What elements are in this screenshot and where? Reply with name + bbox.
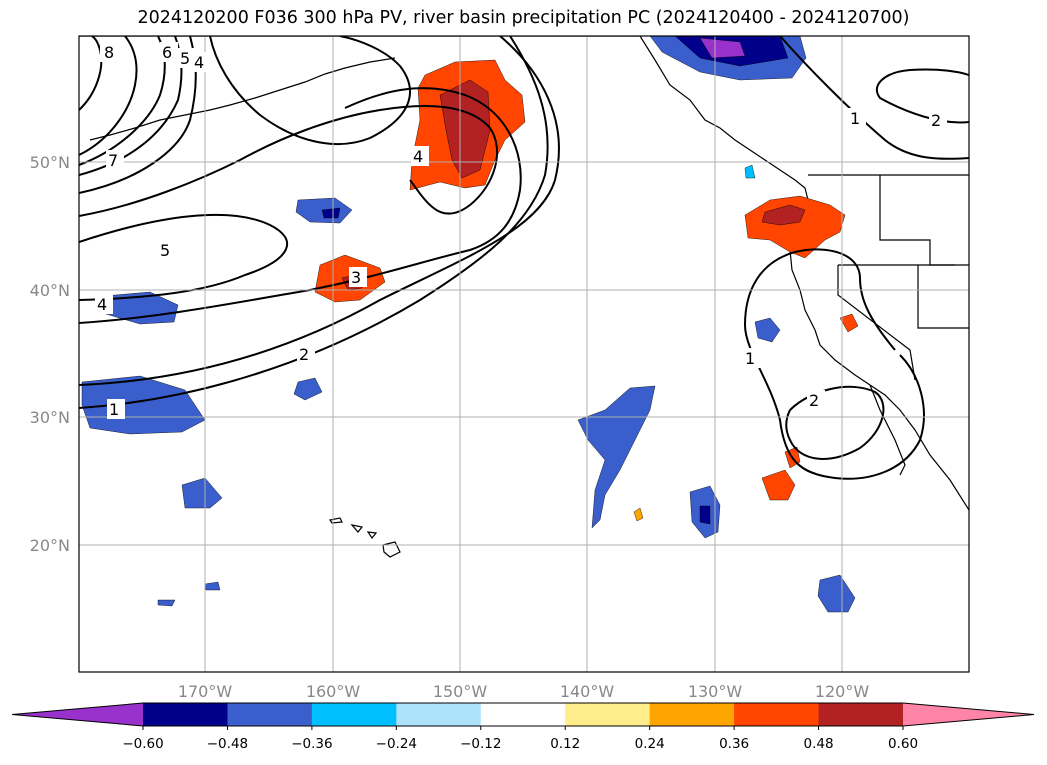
- precip-negative-south-3: [204, 581, 221, 591]
- colorbar-extend-max: [903, 703, 1034, 726]
- precip-strongest-negative-north-bc: [699, 37, 746, 59]
- contour-label: 7: [108, 151, 118, 170]
- precip-shading-layer: [81, 36, 859, 613]
- pv-contour-2-west: [79, 36, 549, 409]
- precip-positive-baja-1: [761, 469, 796, 501]
- hawaii-4: [382, 541, 401, 558]
- colorbar-tick-label: 0.48: [804, 736, 834, 752]
- colorbar-segment: [649, 703, 735, 726]
- colorbar-segment: [818, 703, 904, 726]
- pv-contour-3-west: [79, 87, 522, 324]
- pv-contour-7-west: [79, 36, 166, 166]
- pv-contour-layer: [79, 36, 969, 480]
- contour-label: 2: [931, 111, 941, 130]
- precip-strong-gulf-alaska: [439, 79, 491, 179]
- state-line-1: [879, 175, 955, 266]
- map-title: 2024120200 F036 300 hPa PV, river basin …: [137, 8, 910, 28]
- lon-label: 130°W: [688, 682, 743, 701]
- colorbar-segment: [143, 703, 228, 726]
- lon-label: 150°W: [433, 682, 488, 701]
- colorbar-segment: [565, 703, 651, 726]
- precip-strong-negative-130w: [699, 505, 711, 525]
- colorbar-tick-label: 0.36: [719, 736, 749, 752]
- colorbar-tick-label: 0.12: [550, 736, 580, 752]
- contour-label: 6: [162, 43, 172, 62]
- precip-negative-bc-coast: [744, 164, 756, 179]
- lat-label: 30°N: [30, 408, 70, 427]
- colorbar-segment: [227, 703, 313, 726]
- pv-contour-8-west: [79, 36, 138, 156]
- contour-label: 4: [194, 53, 204, 72]
- hawaii-1: [329, 517, 343, 524]
- pv-contour-5-west: [79, 105, 499, 217]
- pv-contour-1-east: [779, 36, 969, 160]
- lat-labels: 50°N 40°N 30°N 20°N: [30, 153, 70, 555]
- colorbar-segment: [734, 703, 820, 726]
- pv-contour-11-west: [209, 36, 411, 146]
- pv-contour-1-west: [79, 36, 560, 386]
- contour-label: 5: [180, 49, 190, 68]
- contour-label: 1: [745, 349, 755, 368]
- precip-negative-south-1: [181, 477, 223, 509]
- map-frame: [78, 35, 970, 673]
- contour-label: 8: [104, 43, 114, 62]
- contour-label: 4: [97, 295, 107, 314]
- colorbar-tick-label: −0.48: [207, 736, 248, 752]
- colorbar-tick-label: −0.36: [291, 736, 332, 752]
- precip-negative-125w: [754, 317, 781, 343]
- lat-label: 50°N: [30, 153, 70, 172]
- hawaii-3: [366, 531, 378, 540]
- pv-contour-2-east: [875, 68, 969, 124]
- contour-labels: 8 6 5 4 7 4 5 4 3 2 1 1 2 1: [95, 42, 947, 419]
- colorbar-tick-label: −0.60: [122, 736, 163, 752]
- contour-label: 5: [160, 241, 170, 260]
- precip-negative-south-2: [157, 599, 176, 607]
- precip-positive-small: [633, 507, 644, 522]
- colorbar: −0.60 −0.48 −0.36 −0.24 −0.12 0.12 0.24 0.36 0.4…: [11, 702, 1035, 752]
- lon-label: 160°W: [306, 682, 361, 701]
- contour-label: 1: [850, 109, 860, 128]
- colorbar-tick-label: 0.24: [635, 736, 665, 752]
- contour-label: 2: [299, 345, 309, 364]
- graticule: [79, 36, 969, 672]
- contour-label: 3: [351, 268, 361, 287]
- lon-labels: 170°W 160°W 150°W 140°W 130°W 120°W: [178, 682, 870, 701]
- pv-contour-4-west: [79, 213, 289, 301]
- precip-positive-oregon: [744, 195, 846, 259]
- precip-strong-negative-central-1: [321, 207, 341, 219]
- precip-strong-oregon: [761, 204, 806, 226]
- lat-label: 20°N: [30, 536, 70, 555]
- hawaii-2: [350, 524, 364, 533]
- precip-negative-120w: [817, 574, 856, 613]
- colorbar-extend-min: [12, 703, 143, 726]
- colorbar-tick-label: −0.12: [460, 736, 501, 752]
- colorbar-segment: [311, 703, 397, 726]
- alaska-coast: [79, 36, 969, 511]
- baja-coast: [869, 384, 906, 476]
- colorbar-segment: [396, 703, 482, 726]
- contour-label: 1: [109, 400, 119, 419]
- precip-positive-sierra: [839, 313, 859, 333]
- contour-label: 2: [809, 391, 819, 410]
- lon-label: 170°W: [178, 682, 233, 701]
- colorbar-tick-label: 0.60: [888, 736, 918, 752]
- colorbar-tick-label: −0.24: [376, 736, 417, 752]
- pv-contour-2-ca: [785, 385, 885, 460]
- precip-negative-east-pacific: [577, 385, 656, 529]
- precip-negative-west-pacific: [81, 375, 206, 435]
- colorbar-segment: [480, 703, 566, 726]
- lon-label: 140°W: [560, 682, 615, 701]
- precip-negative-central-2: [293, 377, 323, 401]
- pv-contour-10-west: [79, 36, 103, 111]
- lon-label: 120°W: [815, 682, 870, 701]
- state-line-4: [917, 265, 969, 329]
- lat-label: 40°N: [30, 281, 70, 300]
- contour-label: 4: [413, 147, 423, 166]
